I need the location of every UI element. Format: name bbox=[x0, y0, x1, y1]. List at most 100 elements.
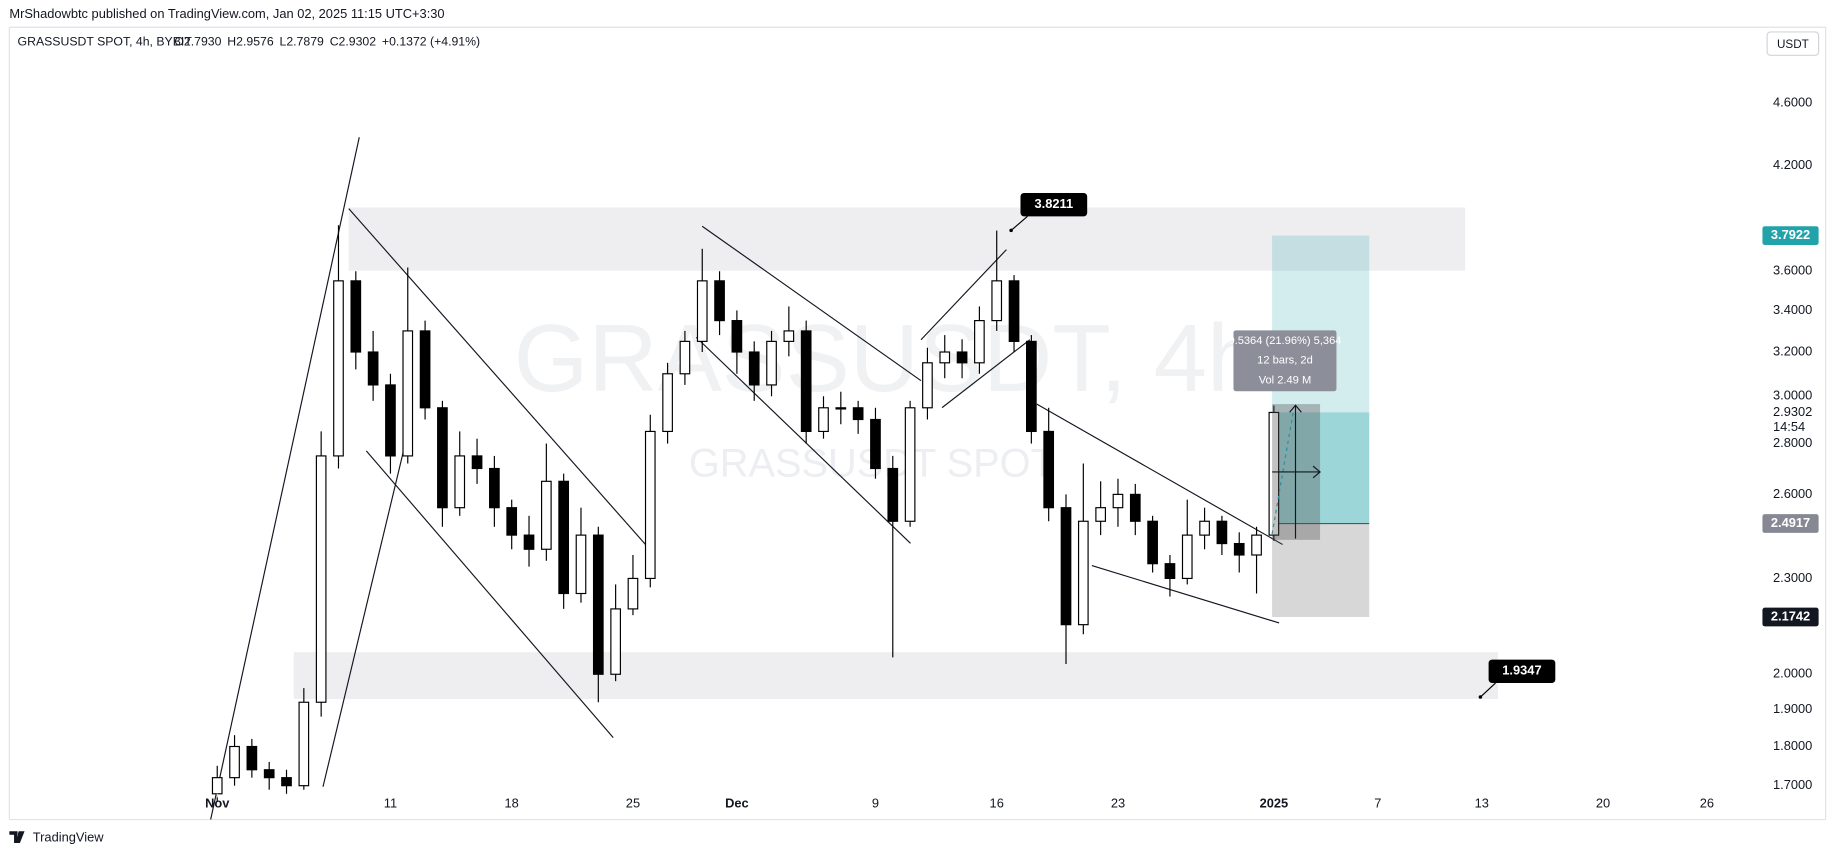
candle-body bbox=[350, 280, 362, 353]
candle-body bbox=[731, 320, 743, 353]
price-tag-label: 2.4917 bbox=[1771, 515, 1810, 530]
candle-body bbox=[540, 480, 552, 550]
y-tick-label: 4.2000 bbox=[1773, 157, 1812, 172]
callout-label: 1.9347 bbox=[1502, 663, 1541, 678]
currency-label: USDT bbox=[1777, 38, 1809, 51]
candle-body bbox=[870, 418, 881, 470]
trend-line bbox=[941, 339, 1031, 409]
candle-body bbox=[1233, 542, 1245, 556]
price-tag-label: 3.7922 bbox=[1771, 227, 1810, 242]
candles bbox=[211, 225, 1280, 803]
y-tick-label: 1.8000 bbox=[1773, 738, 1812, 753]
x-tick-label: 9 bbox=[872, 796, 879, 811]
ohlc-legend: O2.7930 H2.9576 L2.7879 C2.9302 +0.1372 (+4.… bbox=[174, 35, 480, 49]
x-tick-label: 2025 bbox=[1260, 796, 1289, 811]
y-tick-label: 2.0000 bbox=[1773, 666, 1812, 681]
candle-body bbox=[315, 455, 327, 703]
candle-body bbox=[592, 534, 604, 675]
measure-bars: 12 bars, 2d bbox=[1257, 355, 1313, 367]
x-tick-label: 7 bbox=[1374, 796, 1381, 811]
symbol: GRASSUSDT SPOT, 4h, BYBIT bbox=[18, 35, 193, 49]
candle-body bbox=[1060, 507, 1072, 626]
candle-body bbox=[419, 330, 431, 409]
candle-body bbox=[783, 330, 795, 342]
trend-line bbox=[348, 208, 652, 551]
supply-zone bbox=[348, 207, 1466, 271]
y-tick-label: 3.0000 bbox=[1773, 388, 1812, 403]
candle-body bbox=[696, 280, 708, 342]
candle-body bbox=[1008, 280, 1020, 342]
price-tag bbox=[1762, 514, 1819, 533]
candle-body bbox=[471, 455, 483, 470]
candle-body bbox=[558, 480, 570, 595]
price-tag bbox=[1762, 226, 1819, 245]
candle-body bbox=[1268, 411, 1280, 536]
axes: Nov 11 18 25 Dec 9 16 23 2025 7 13 20 26 1.7000 1.8000… bbox=[205, 95, 1812, 811]
logo-dot bbox=[18, 831, 22, 836]
candle-body bbox=[974, 320, 985, 364]
candle-body bbox=[852, 407, 864, 421]
y-tick-label: 2.3000 bbox=[1773, 570, 1812, 585]
candle-body bbox=[575, 534, 587, 595]
trend-line bbox=[322, 415, 413, 787]
candle-body bbox=[1077, 520, 1089, 626]
measure-arrow-head bbox=[1289, 404, 1302, 413]
x-tick-label: 11 bbox=[384, 796, 397, 811]
candle-body bbox=[818, 407, 829, 433]
candle-body bbox=[367, 351, 379, 386]
y-tick-label: 2.6000 bbox=[1773, 486, 1812, 501]
trend-line bbox=[701, 225, 922, 382]
trend-line bbox=[210, 137, 360, 820]
measure-arrow-head bbox=[1312, 465, 1321, 479]
tv-logo bbox=[9, 831, 25, 843]
callout-anchor bbox=[1478, 695, 1483, 699]
candle-body bbox=[263, 769, 275, 779]
candle-body bbox=[662, 373, 673, 433]
callout-box bbox=[1020, 192, 1088, 217]
x-tick-label: 26 bbox=[1700, 796, 1714, 811]
candle-body bbox=[766, 340, 777, 386]
candle-body bbox=[800, 330, 812, 433]
candle-body bbox=[1043, 430, 1055, 509]
x-tick-label: 16 bbox=[990, 796, 1004, 811]
candle-body bbox=[887, 467, 899, 522]
countdown: 14:54 bbox=[1773, 419, 1805, 434]
candle-body bbox=[211, 777, 223, 795]
candle-body bbox=[991, 280, 1003, 322]
candle-body bbox=[333, 280, 344, 457]
y-tick-label: 3.2000 bbox=[1773, 343, 1812, 358]
candle-body bbox=[1164, 563, 1176, 580]
callout-pointer bbox=[1010, 215, 1028, 231]
x-tick-label: 25 bbox=[626, 796, 640, 811]
currency-button[interactable] bbox=[1766, 31, 1820, 56]
candle-body bbox=[1095, 507, 1106, 522]
candle-body bbox=[1251, 534, 1262, 556]
measure-change: 0.5364 (21.96%) 5,364 bbox=[1228, 335, 1341, 347]
callout-anchor bbox=[1009, 228, 1013, 233]
candle-body bbox=[748, 351, 760, 386]
measure-volume: Vol 2.49 M bbox=[1259, 375, 1312, 387]
trend-line bbox=[365, 450, 614, 739]
candle-body bbox=[1026, 340, 1037, 433]
candle-body bbox=[904, 407, 916, 522]
candle-body bbox=[939, 351, 951, 364]
y-tick-label: 1.7000 bbox=[1773, 777, 1812, 792]
candle-body bbox=[385, 384, 396, 457]
watermark-title: GRASSUSDT, 4h bbox=[514, 305, 1261, 412]
candle-body bbox=[644, 430, 656, 580]
candle-body bbox=[281, 777, 292, 787]
legend-item: C2.9302 bbox=[330, 35, 377, 49]
candle-body bbox=[523, 534, 535, 550]
candle-body bbox=[679, 340, 691, 375]
x-tick-label: 13 bbox=[1475, 796, 1489, 811]
legend-item: L2.7879 bbox=[280, 35, 325, 49]
candle-body bbox=[402, 330, 414, 457]
x-tick-label: Dec bbox=[725, 796, 749, 811]
candle-body bbox=[835, 407, 847, 410]
candle-body bbox=[1112, 493, 1124, 509]
trend-line bbox=[1091, 565, 1280, 624]
candle-body bbox=[956, 351, 968, 364]
candle-body bbox=[489, 467, 500, 509]
